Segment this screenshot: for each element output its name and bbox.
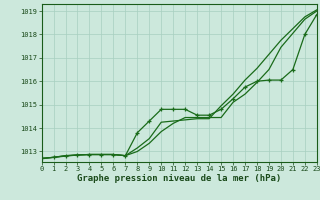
X-axis label: Graphe pression niveau de la mer (hPa): Graphe pression niveau de la mer (hPa) (77, 174, 281, 183)
